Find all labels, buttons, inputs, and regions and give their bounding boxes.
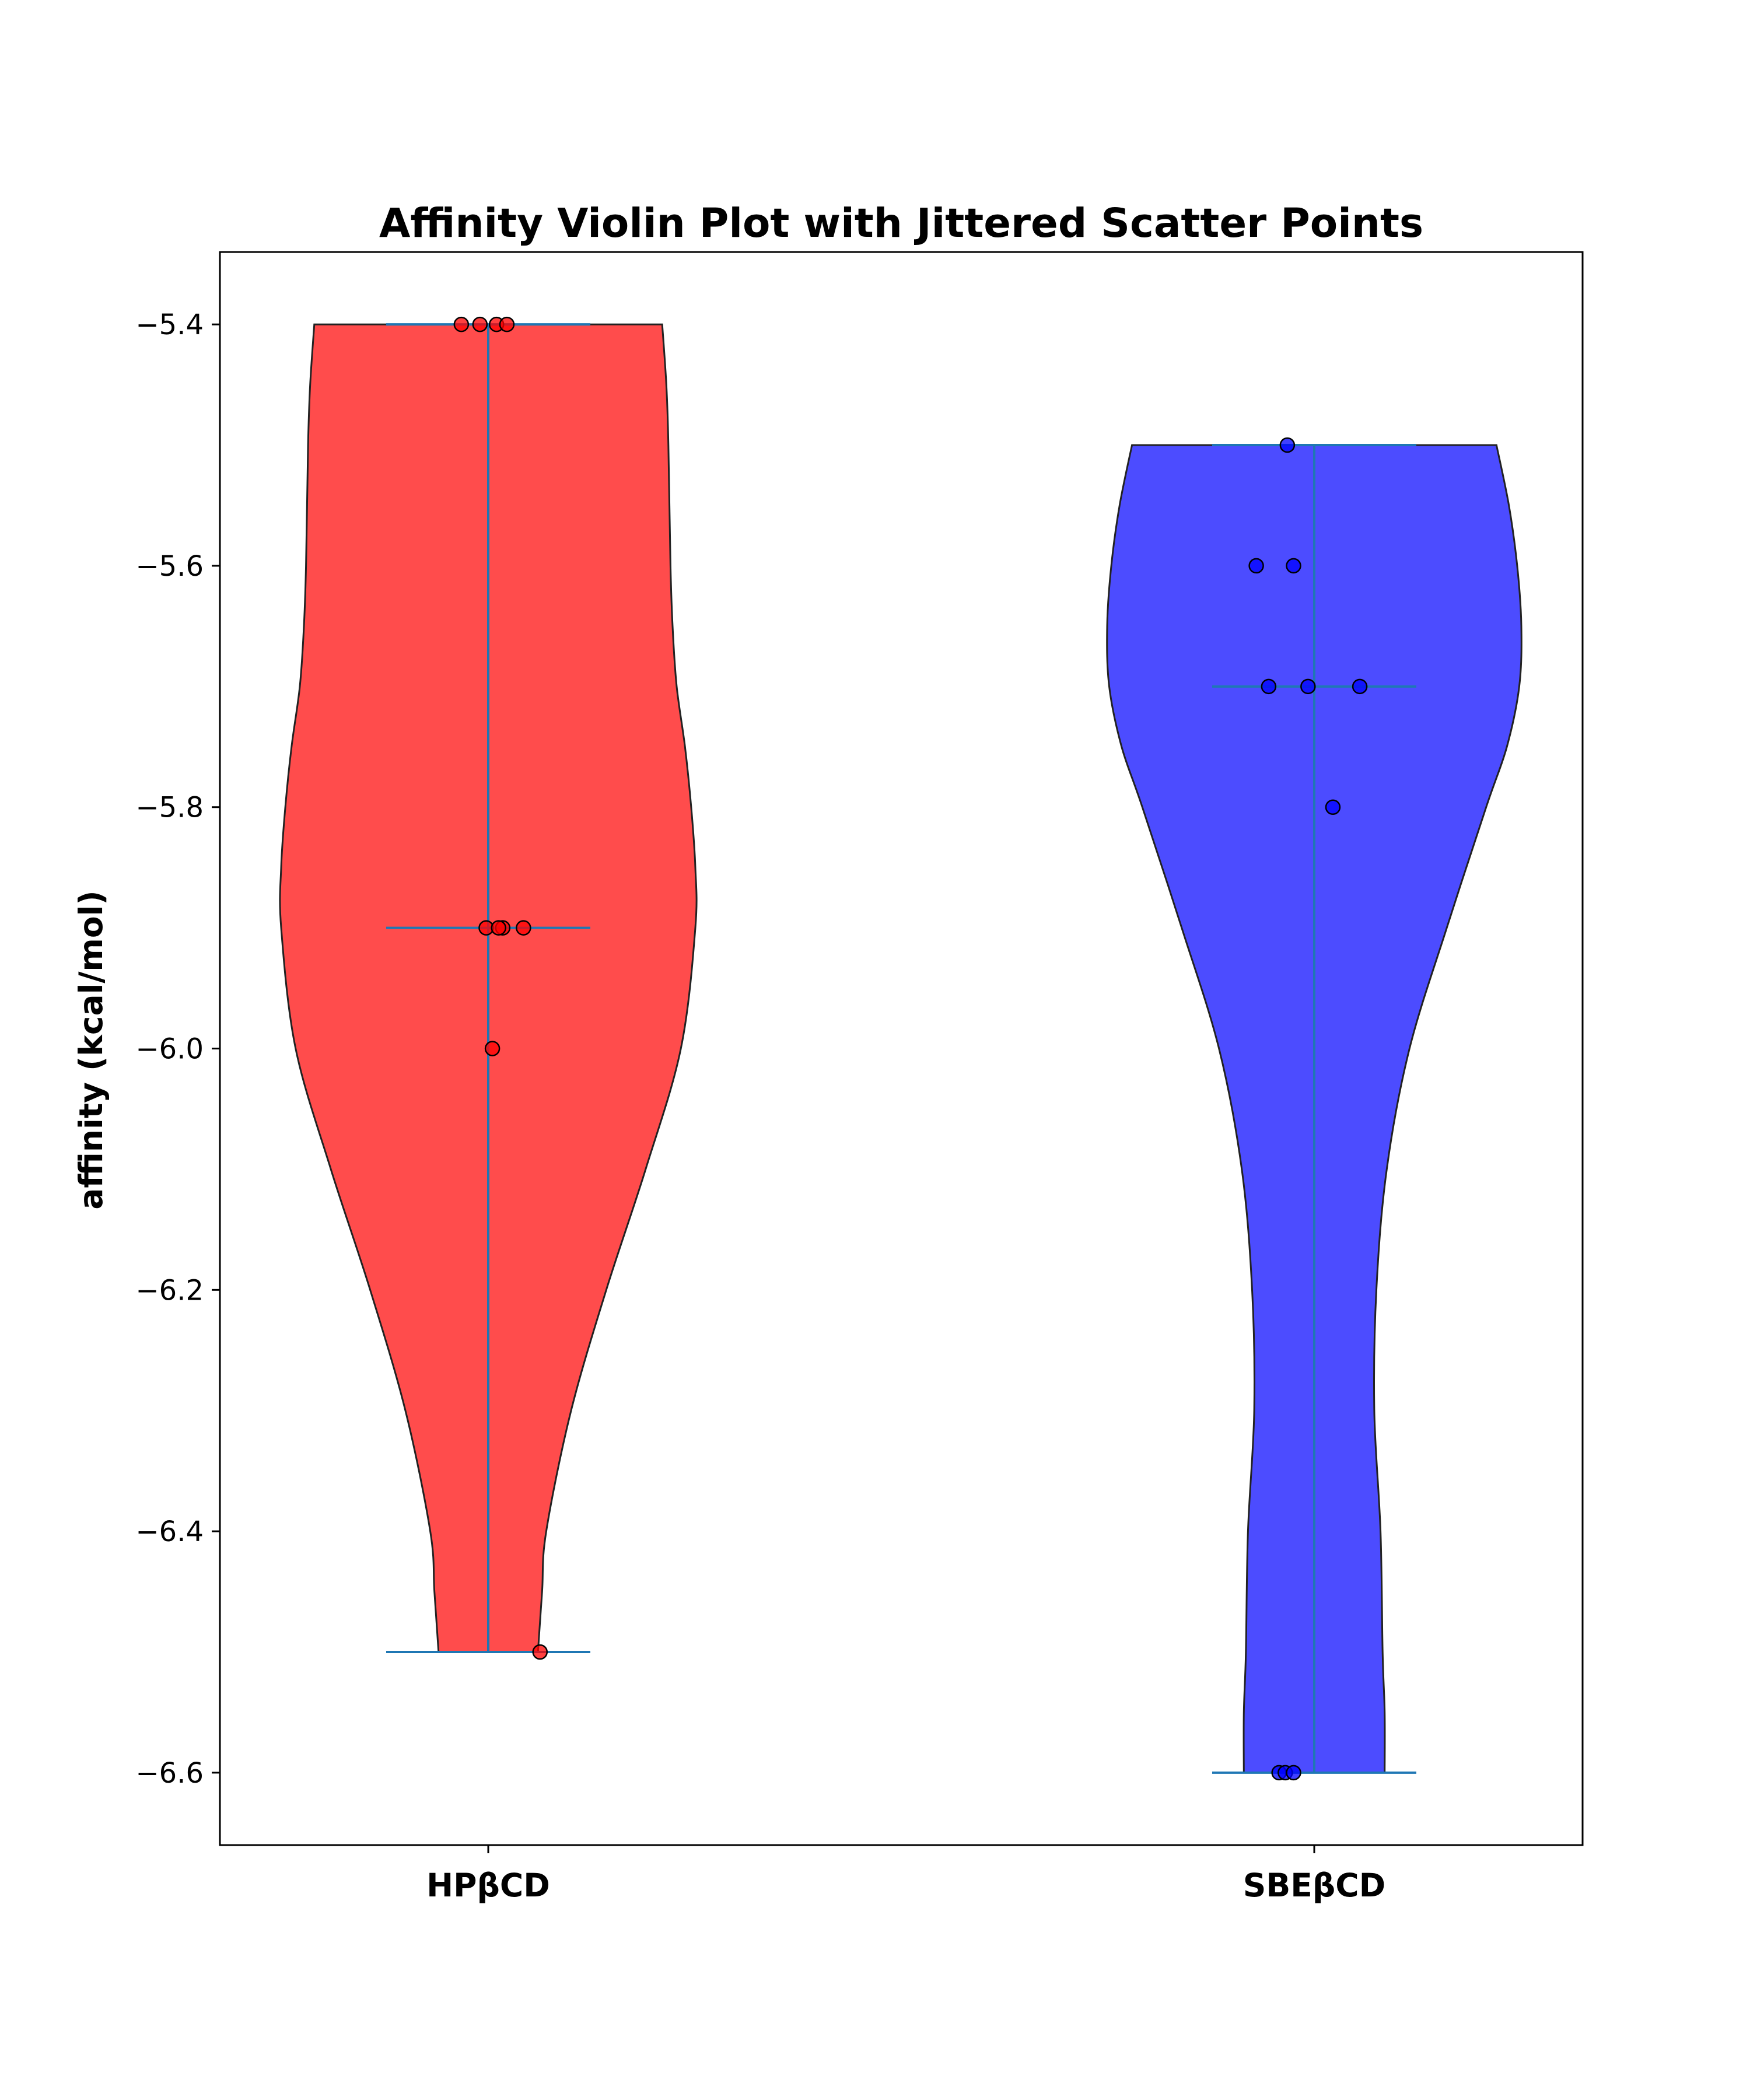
scatter-point-hpcd-7: [516, 920, 531, 936]
scatter-point-sbecd-1: [1248, 558, 1264, 574]
scatter-point-hpcd-3: [499, 316, 515, 332]
scatter-point-sbecd-0: [1279, 437, 1296, 453]
scatter-point-sbecd-2: [1286, 558, 1301, 574]
scatter-point-hpcd-1: [472, 316, 488, 332]
y-axis: −5.4 −5.6 −5.8 −6.0 −6.2 −6.4 −6.6: [135, 309, 220, 1790]
y-tick-label-3: −6.0: [135, 1033, 204, 1066]
scatter-point-sbecd-4: [1300, 678, 1316, 695]
scatter-point-hpcd-0: [453, 316, 470, 332]
y-axis-label: affinity (kcal/mol): [72, 890, 110, 1209]
x-tick-label-sbecd: SBEβCD: [1243, 1867, 1386, 1904]
y-tick-label-2: −5.8: [135, 792, 204, 824]
scatter-point-sbecd-5: [1352, 678, 1368, 695]
y-tick-label-0: −5.4: [135, 309, 204, 341]
scatter-point-hpcd-8: [484, 1041, 501, 1056]
chart-title: Affinity Violin Plot with Jittered Scatt…: [379, 200, 1423, 247]
y-tick-label-1: −5.6: [135, 550, 204, 583]
x-tick-label-hpcd: HPβCD: [426, 1867, 550, 1904]
scatter-point-sbecd-9: [1286, 1765, 1301, 1781]
scatter-point-hpcd-9: [532, 1644, 548, 1660]
scatter-point-sbecd-6: [1325, 799, 1341, 815]
plot-area: [279, 316, 1522, 1781]
x-axis: HPβCD SBEβCD: [426, 1845, 1385, 1904]
scatter-point-sbecd-3: [1261, 678, 1277, 695]
y-tick-label-5: −6.4: [135, 1516, 204, 1548]
y-tick-label-6: −6.6: [135, 1757, 204, 1790]
scatter-point-hpcd-6: [491, 920, 506, 936]
y-tick-label-4: −6.2: [135, 1274, 204, 1307]
